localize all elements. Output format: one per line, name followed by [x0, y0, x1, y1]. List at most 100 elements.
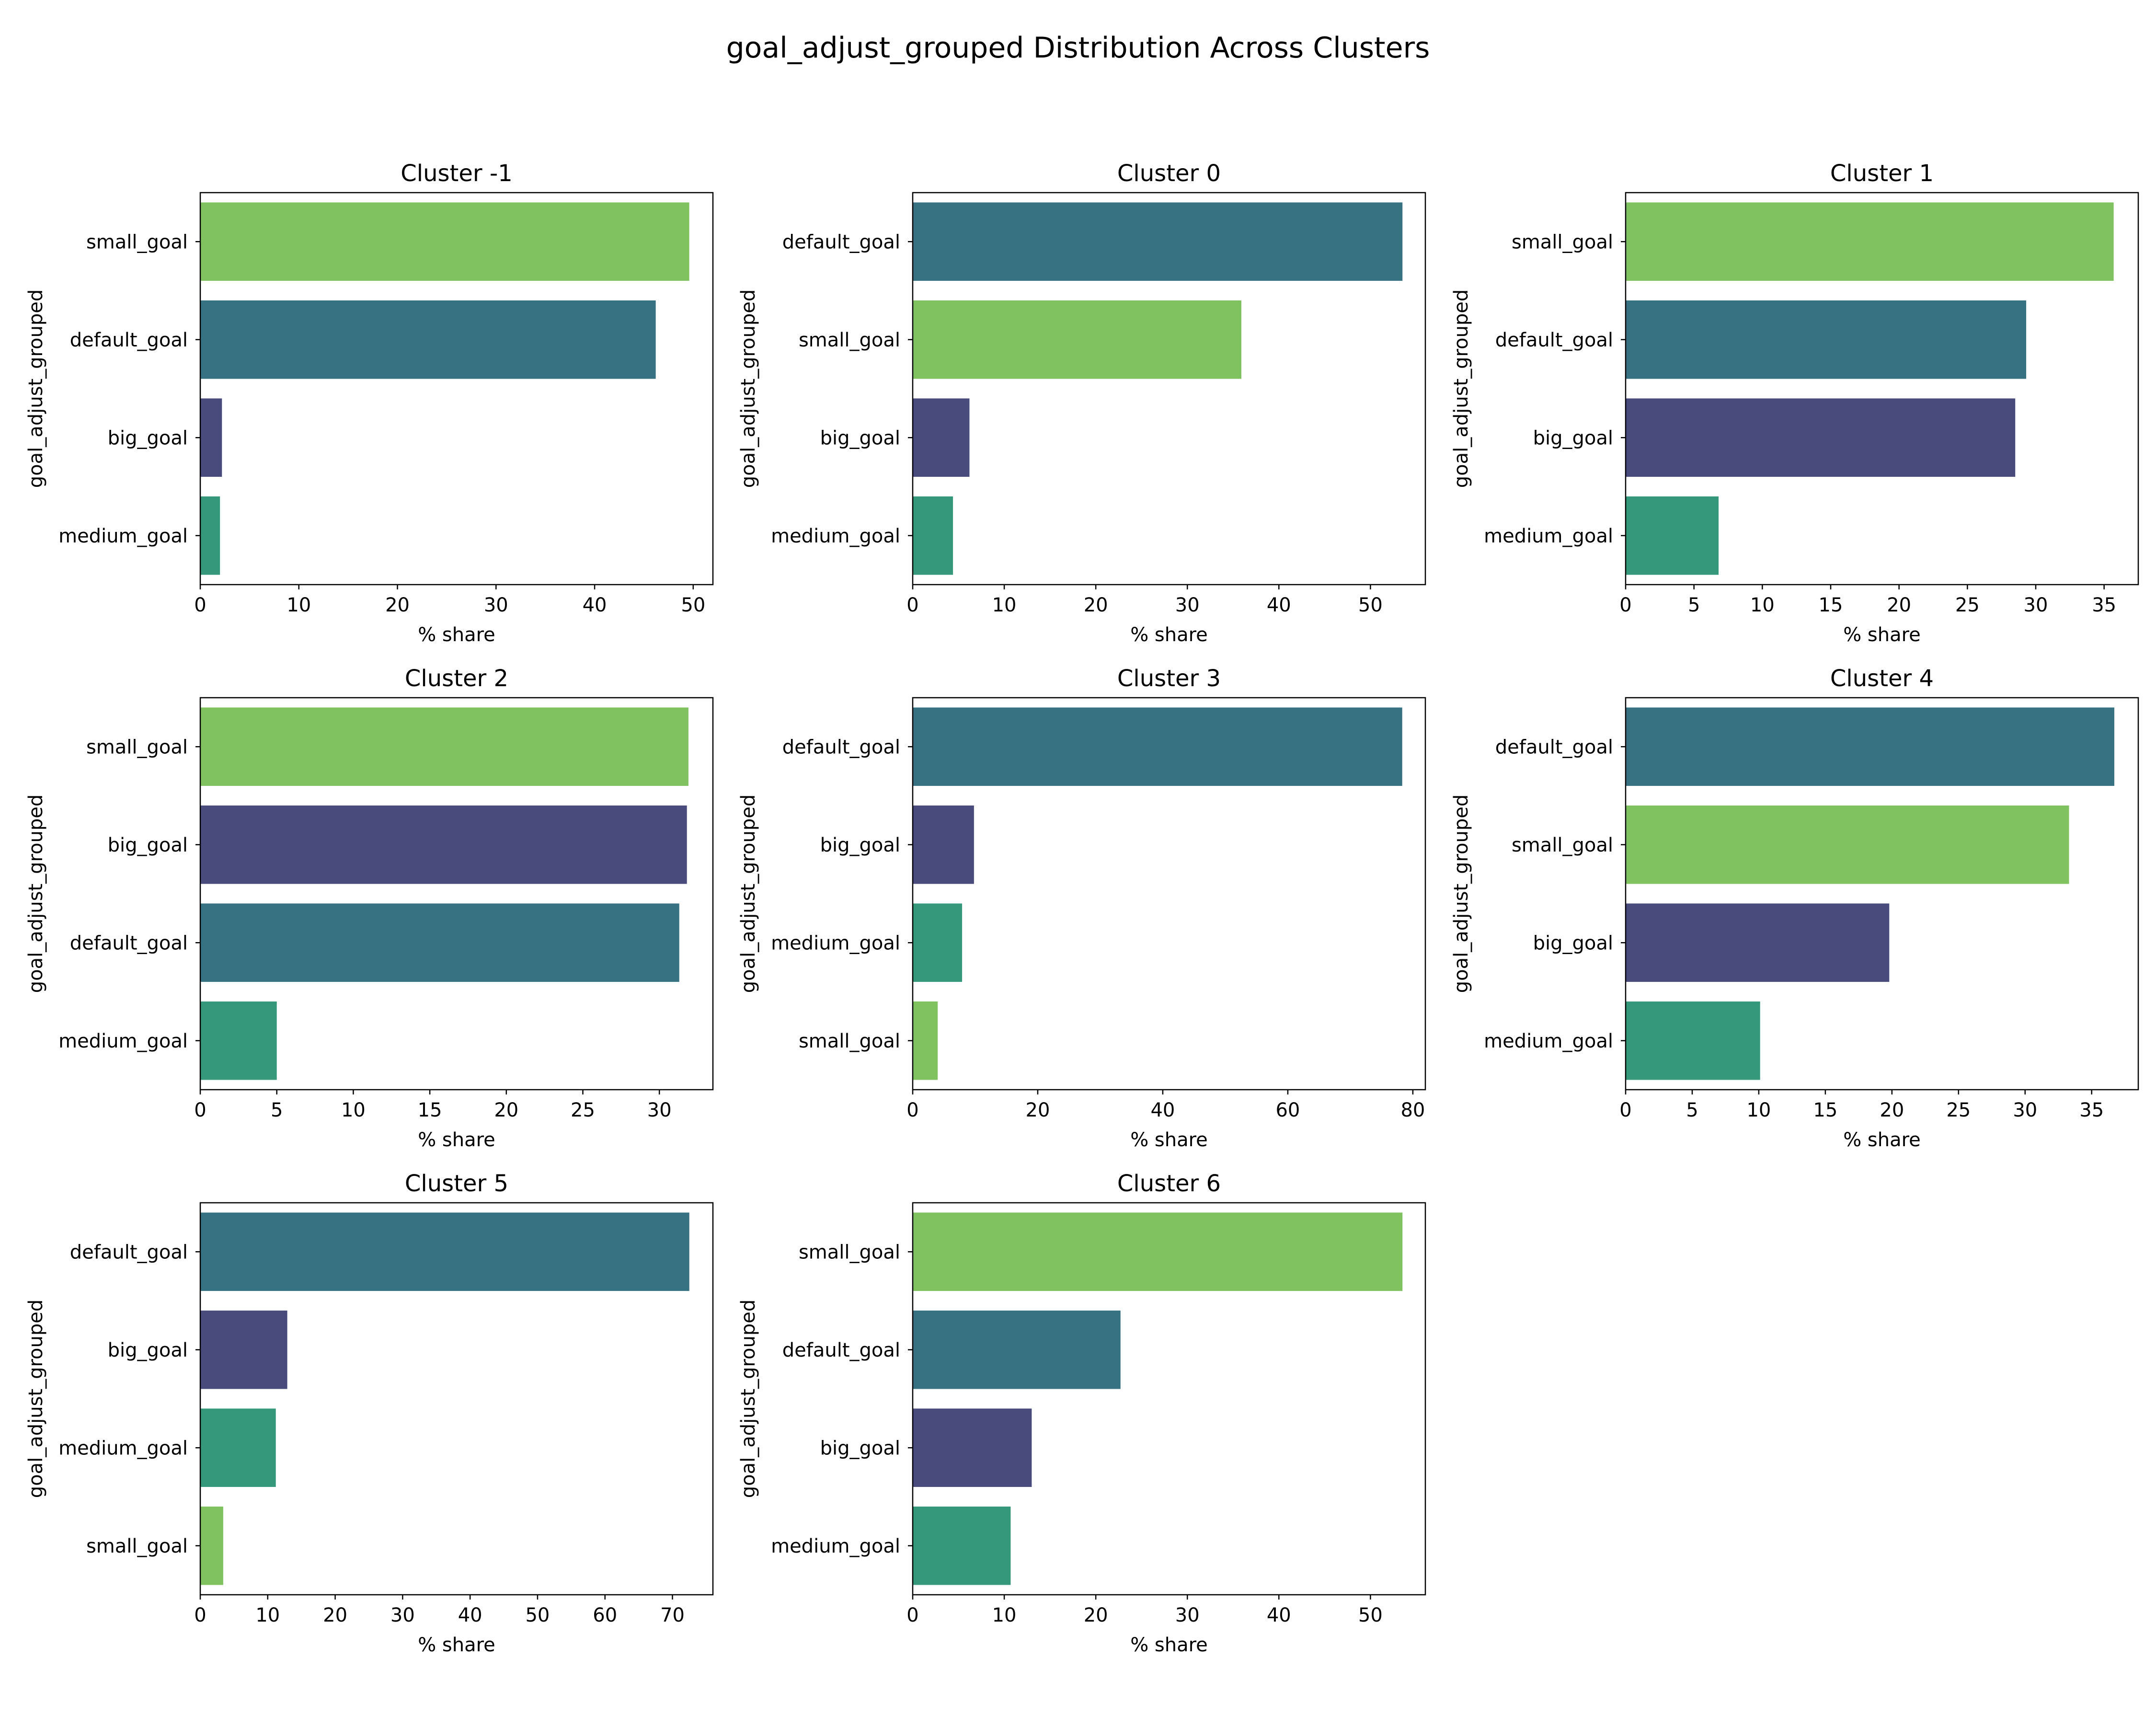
y-axis-label: goal_adjust_grouped: [25, 289, 47, 488]
x-tick-label: 10: [992, 594, 1017, 616]
bar-small-goal: [200, 707, 688, 786]
panel-cluster-5: default_goal small_goal big_goal medium_goa…: [1450, 665, 2139, 1151]
bar-small-goal: [1626, 805, 2069, 884]
panel-cluster-3: small_goal big_goal default_goal medium_goa…: [25, 665, 714, 1151]
x-tick-label: 80: [1400, 1099, 1425, 1121]
bar-medium-goal: [1626, 1001, 1760, 1080]
x-tick-label: 60: [593, 1604, 617, 1626]
y-tick-label: default_goal: [1495, 736, 1613, 758]
bar-medium-goal: [200, 496, 220, 575]
panel-cluster-6: default_goal big_goal medium_goal small_goa…: [25, 1170, 714, 1656]
y-tick-label: medium_goal: [771, 525, 900, 547]
x-tick-label: 40: [1150, 1099, 1175, 1121]
bar-medium-goal: [200, 1408, 276, 1487]
y-tick-label: small_goal: [799, 1241, 900, 1263]
x-tick-label: 10: [341, 1099, 366, 1121]
y-tick-label: medium_goal: [58, 1030, 188, 1052]
chart-panels: small_goal default_goal big_goal medium_goa…: [25, 160, 2139, 1656]
y-tick-label: small_goal: [1512, 231, 1613, 253]
panel-title: Cluster 1: [1830, 160, 1934, 187]
x-tick-label: 30: [1175, 594, 1200, 616]
bar-medium-goal: [913, 1506, 1011, 1585]
x-tick-label: 10: [1750, 594, 1775, 616]
x-tick-label: 20: [1026, 1099, 1050, 1121]
y-tick-label: default_goal: [70, 329, 188, 351]
bar-big-goal: [200, 1310, 287, 1389]
bar-default-goal: [200, 1212, 689, 1291]
x-tick-label: 5: [1688, 594, 1700, 616]
y-tick-label: small_goal: [86, 231, 188, 253]
bar-small-goal: [200, 202, 689, 281]
y-tick-label: small_goal: [86, 736, 188, 758]
axes-frame: [1625, 192, 2139, 586]
panel-title: Cluster 5: [405, 1170, 508, 1197]
x-tick-label: 20: [1880, 1099, 1904, 1121]
y-axis-label: goal_adjust_grouped: [737, 794, 759, 993]
x-tick-label: 15: [418, 1099, 442, 1121]
bar-big-goal: [1626, 903, 1890, 982]
panel-title: Cluster -1: [401, 160, 512, 187]
y-tick-label: big_goal: [1533, 932, 1613, 954]
x-axis-label: % share: [1843, 624, 1921, 646]
x-tick-label: 50: [1358, 1604, 1383, 1626]
axes-frame: [199, 697, 714, 1091]
x-tick-label: 35: [2092, 594, 2116, 616]
x-tick-label: 15: [1819, 594, 1843, 616]
y-tick-label: medium_goal: [1484, 525, 1613, 547]
x-tick-label: 15: [1813, 1099, 1837, 1121]
x-tick-label: 0: [906, 1099, 918, 1121]
y-tick-label: big_goal: [820, 834, 900, 856]
panel-cluster-0: small_goal default_goal big_goal medium_goa…: [25, 160, 714, 646]
y-axis-label: goal_adjust_grouped: [1450, 289, 1472, 488]
panel-cluster-4: default_goal big_goal medium_goal small_goa…: [737, 665, 1426, 1151]
bar-small-goal: [913, 1001, 938, 1080]
bar-small-goal: [913, 1212, 1403, 1291]
panel-title: Cluster 6: [1117, 1170, 1221, 1197]
x-tick-label: 10: [255, 1604, 280, 1626]
x-tick-label: 5: [1686, 1099, 1698, 1121]
y-tick-label: medium_goal: [58, 1437, 188, 1459]
x-tick-label: 35: [2079, 1099, 2104, 1121]
bar-big-goal: [1626, 398, 2016, 477]
x-tick-label: 25: [1955, 594, 1980, 616]
y-tick-label: default_goal: [782, 231, 900, 253]
bar-medium-goal: [200, 1001, 277, 1080]
bar-medium-goal: [1626, 496, 1719, 575]
y-tick-label: medium_goal: [771, 932, 900, 954]
y-tick-label: big_goal: [108, 427, 188, 449]
y-tick-label: default_goal: [70, 1241, 188, 1263]
x-axis-label: % share: [418, 1129, 495, 1151]
y-axis-label: goal_adjust_grouped: [737, 1300, 759, 1498]
x-tick-label: 0: [906, 594, 918, 616]
axes-frame: [912, 192, 1426, 586]
bar-medium-goal: [913, 496, 953, 575]
x-tick-label: 20: [1887, 594, 1911, 616]
x-tick-label: 20: [385, 594, 410, 616]
y-tick-label: medium_goal: [771, 1535, 900, 1557]
bar-big-goal: [913, 805, 974, 884]
bar-small-goal: [913, 300, 1241, 379]
bar-default-goal: [1626, 300, 2027, 379]
axes-frame: [912, 1202, 1426, 1596]
panel-title: Cluster 4: [1830, 665, 1934, 692]
x-axis-label: % share: [1130, 1634, 1208, 1656]
y-tick-label: default_goal: [782, 1339, 900, 1361]
axes-frame: [199, 192, 714, 586]
y-tick-label: big_goal: [820, 1437, 900, 1459]
panel-cluster-2: small_goal default_goal big_goal medium_goa…: [1450, 160, 2139, 646]
y-axis-label: goal_adjust_grouped: [25, 794, 47, 993]
x-tick-label: 60: [1275, 1099, 1300, 1121]
x-tick-label: 50: [681, 594, 705, 616]
y-tick-label: big_goal: [1533, 427, 1613, 449]
y-tick-label: small_goal: [799, 1030, 900, 1052]
y-tick-label: default_goal: [782, 736, 900, 758]
bar-default-goal: [913, 707, 1402, 786]
x-tick-label: 40: [583, 594, 607, 616]
bar-small-goal: [1626, 202, 2114, 281]
bar-default-goal: [913, 1310, 1121, 1389]
x-axis-label: % share: [1130, 1129, 1208, 1151]
x-axis-label: % share: [1843, 1129, 1921, 1151]
bar-big-goal: [913, 1408, 1032, 1487]
